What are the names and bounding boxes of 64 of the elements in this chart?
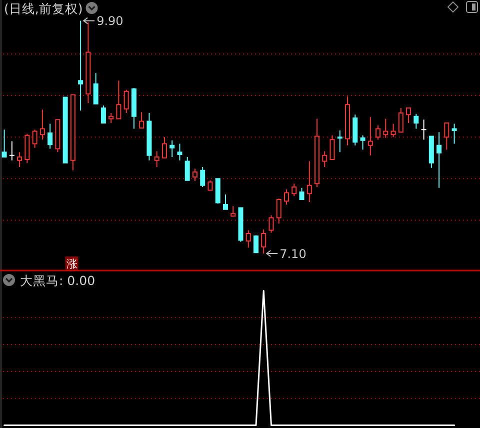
chart-title: (日线,前复权) [4,1,83,16]
candlestick [406,108,412,124]
candlestick [70,94,76,171]
candlestick [337,130,342,153]
candlestick [86,22,91,104]
candlestick [215,178,220,204]
candlestick [40,109,45,140]
candlestick [253,234,258,254]
candlestick [78,20,84,111]
candlestick [177,143,182,161]
candlestick [222,194,228,210]
candlestick [62,96,68,164]
candlestick [2,129,7,158]
candlestick [184,156,190,181]
candlestick [345,96,350,146]
candlestick [352,114,358,146]
candlestick [192,168,198,182]
candlestick [208,180,213,191]
candlestick [368,116,373,156]
candlestick [116,80,122,120]
candlestick [261,228,266,254]
candlestick [436,132,442,188]
candlestick [200,166,206,188]
candlestick [93,72,98,104]
candlestick [420,119,427,140]
candlestick [8,140,15,161]
candlestick [139,112,144,128]
candlestick [17,152,22,168]
candlestick [162,136,167,158]
candlestick [444,122,450,150]
candlestick [330,134,335,160]
candlestick [398,108,404,133]
candlestick [170,140,175,158]
candlestick [322,150,328,168]
candlestick [299,187,304,200]
candlestick [314,118,320,188]
candlestick [124,89,129,114]
annotation: 9.90 [96,14,124,28]
candlestick [284,188,290,205]
candlestick [100,105,106,124]
candlestick [154,150,160,168]
candlestick [383,118,388,138]
candlestick [230,206,236,217]
candlestick [24,133,30,164]
candlestick [146,112,152,161]
chart-title: 大黑马: 0.00 [20,273,96,288]
candlestick [55,119,60,153]
candlestick [131,88,136,130]
candlestick [376,124,381,140]
annotation: 7.10 [280,247,306,261]
candlestick [268,214,274,234]
candlestick [452,123,457,144]
candlestick [414,113,419,130]
candlestick [108,112,114,124]
candlestick [48,123,53,150]
candlestick [306,160,312,202]
candlestick [292,183,297,197]
candlestick [32,129,38,148]
candlestick [276,198,282,224]
candlestick [390,123,396,138]
candlestick [360,134,366,150]
candlestick [428,136,434,168]
candlestick [246,230,251,248]
candlestick [238,207,244,242]
